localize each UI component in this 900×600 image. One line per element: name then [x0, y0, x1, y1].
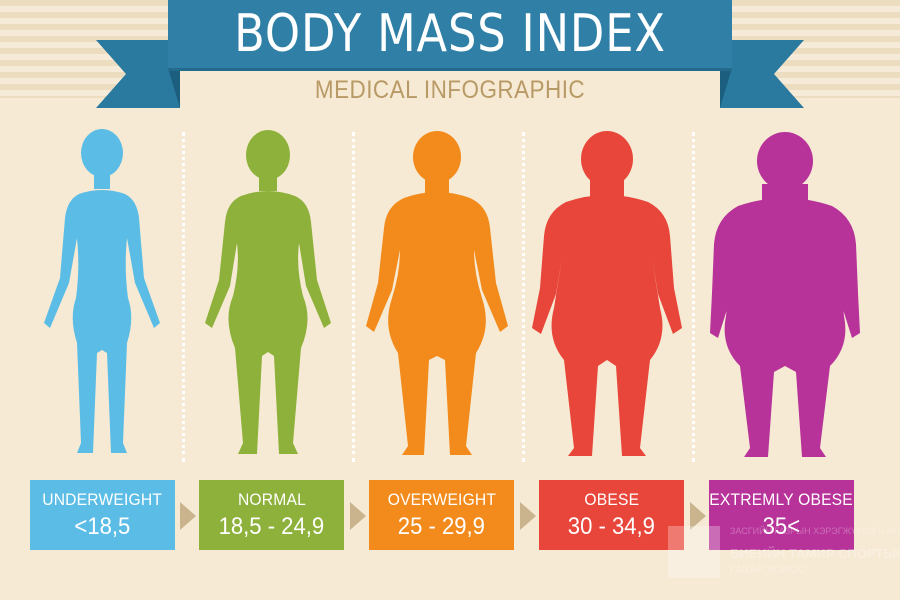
dotted-divider: [522, 132, 525, 462]
normal-female-silhouette-icon: [193, 128, 343, 463]
arrow-right-icon: [180, 502, 196, 530]
ribbon-right-fold: [720, 68, 732, 108]
watermark-line: ГАЗАР ХОРОО: [730, 564, 807, 576]
arrow-right-icon: [350, 502, 366, 530]
category-range: <18,5: [74, 512, 131, 540]
ribbon-left-tail: [96, 40, 180, 108]
bmi-category-normal: NORMAL 18,5 - 24,9: [199, 480, 344, 550]
category-range: 18,5 - 24,9: [218, 512, 325, 540]
bmi-category-extremely-obese: EXTREMLY OBESE 35<: [709, 480, 854, 550]
dotted-divider: [692, 132, 695, 462]
figure-shape: [205, 130, 331, 454]
dotted-divider: [182, 132, 185, 462]
ribbon-right-tail: [720, 40, 804, 108]
category-name: OBESE: [584, 489, 639, 509]
page-title: BODY MASS INDEX: [234, 4, 666, 64]
bmi-category-overweight: OVERWEIGHT 25 - 29,9: [369, 480, 514, 550]
figure-shape: [44, 129, 160, 453]
arrow-right-icon: [520, 502, 536, 530]
watermark: ЗАСГИЙН ГАЗРЫН ХЭРЭГЖҮҮЛЭГЧ АГЕНТЛАГ БИЕ…: [668, 522, 900, 580]
category-name: EXTREMLY OBESE: [709, 489, 854, 509]
watermark-logo-icon: [668, 526, 720, 578]
thin-female-silhouette-icon: [27, 128, 177, 463]
page-subtitle: MEDICAL INFOGRAPHIC: [314, 76, 586, 104]
title-ribbon: [0, 0, 900, 130]
watermark-line: ЗАСГИЙН ГАЗРЫН ХЭРЭГЖҮҮЛЭГЧ АГЕНТЛАГ: [730, 526, 900, 536]
category-range: 30 - 34,9: [567, 512, 656, 540]
bmi-category-obese: OBESE 30 - 34,9: [539, 480, 684, 550]
category-name: NORMAL: [237, 489, 306, 509]
ribbon-band: [168, 0, 732, 71]
figure-svg: [205, 130, 331, 454]
figure-shape: [710, 132, 860, 457]
figure-svg: [366, 131, 508, 455]
figure-svg: [532, 131, 682, 456]
bmi-category-underweight: UNDERWEIGHT <18,5: [30, 480, 175, 550]
watermark-line: БИЕИЙН ТАМИР СПОРТЫН: [730, 546, 900, 561]
figure-svg: [44, 129, 160, 453]
extremely-obese-female-silhouette-icon: [710, 128, 860, 463]
obese-female-silhouette-icon: [532, 128, 682, 463]
overweight-female-silhouette-icon: [362, 128, 512, 463]
figure-shape: [366, 131, 508, 455]
category-name: UNDERWEIGHT: [42, 489, 163, 509]
dotted-divider: [352, 132, 355, 462]
category-name: OVERWEIGHT: [387, 489, 496, 509]
ribbon-left-fold: [168, 68, 180, 108]
arrow-right-icon: [690, 502, 706, 530]
category-range: 35<: [762, 512, 801, 540]
category-range: 25 - 29,9: [397, 512, 486, 540]
figure-svg: [710, 132, 860, 457]
figure-shape: [532, 131, 682, 456]
